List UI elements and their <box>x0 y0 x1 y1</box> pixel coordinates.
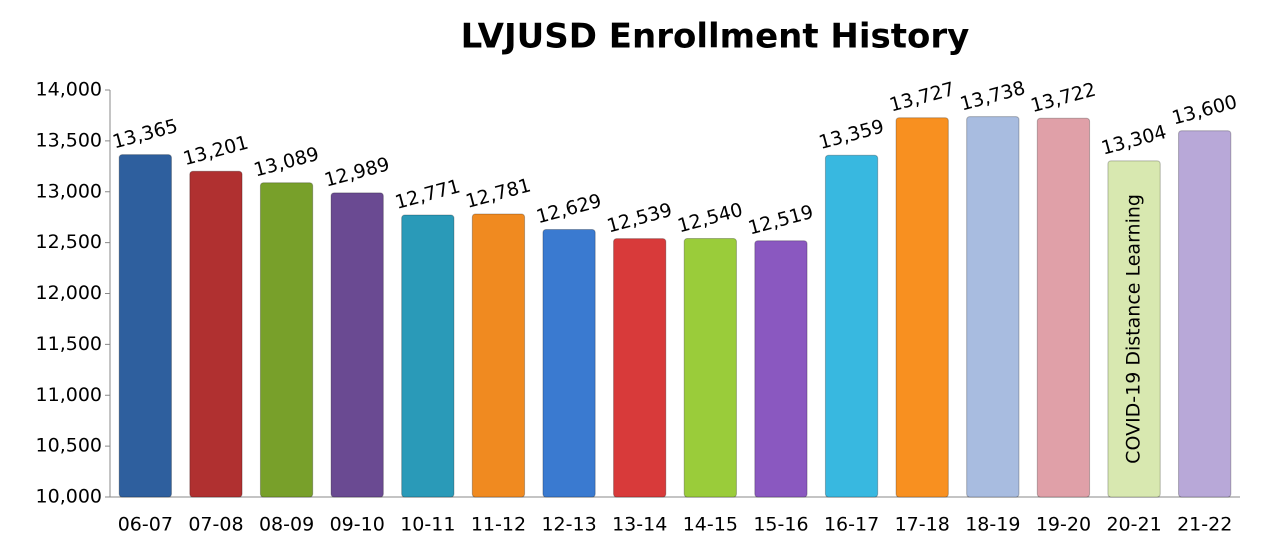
chart-title: LVJUSD Enrollment History <box>461 17 970 57</box>
x-tick-label: 10-11 <box>400 514 455 536</box>
x-tick-label: 06-07 <box>118 514 173 536</box>
x-tick-label: 13-14 <box>612 514 667 536</box>
y-tick-label: 14,000 <box>36 79 102 101</box>
x-tick-label: 15-16 <box>753 514 808 536</box>
bar <box>824 154 879 498</box>
data-label: 13,727 <box>887 78 957 116</box>
bar <box>1107 160 1161 498</box>
data-label: 13,600 <box>1170 91 1240 129</box>
y-tick-label: 10,500 <box>36 435 102 457</box>
bar <box>895 117 949 498</box>
data-label: 12,540 <box>675 199 745 237</box>
x-tick-label: 20-21 <box>1106 514 1161 536</box>
x-tick-label: 21-22 <box>1177 514 1232 536</box>
x-tick-label: 14-15 <box>683 514 738 536</box>
x-tick-label: 18-19 <box>965 514 1020 536</box>
y-tick-label: 13,000 <box>36 180 102 202</box>
y-tick-label: 10,000 <box>36 486 102 508</box>
bar <box>401 214 455 498</box>
data-label: 12,771 <box>393 175 463 213</box>
data-label: 13,722 <box>1028 79 1098 117</box>
x-tick-label: 17-18 <box>895 514 950 536</box>
bar <box>542 228 596 498</box>
x-tick-label: 19-20 <box>1036 514 1091 536</box>
data-label: 13,089 <box>251 143 321 181</box>
bar <box>471 213 526 498</box>
bar <box>118 154 172 498</box>
x-tick-label: 12-13 <box>541 514 596 536</box>
data-label: 13,201 <box>181 132 251 170</box>
x-tick-label: 07-08 <box>188 514 243 536</box>
data-label: 12,629 <box>534 190 604 228</box>
data-label: 13,365 <box>110 115 180 153</box>
y-tick-label: 12,000 <box>36 282 102 304</box>
x-tick-label: 08-09 <box>259 514 314 536</box>
y-tick-label: 12,500 <box>36 231 102 253</box>
bar <box>1178 130 1232 498</box>
bar <box>330 192 384 498</box>
bar <box>613 238 667 498</box>
bar <box>189 170 243 498</box>
bar <box>966 116 1020 498</box>
y-tick-label: 11,000 <box>36 384 102 406</box>
x-tick-label: 09-10 <box>330 514 385 536</box>
y-tick-label: 11,500 <box>36 333 102 355</box>
annotation: COVID-19 Distance Learning <box>1123 194 1145 464</box>
data-label: 12,781 <box>463 174 533 212</box>
bar <box>1036 117 1091 498</box>
x-tick-label: 11-12 <box>471 514 526 536</box>
data-label: 13,738 <box>958 77 1028 115</box>
bar <box>259 182 314 498</box>
x-tick-label: 16-17 <box>824 514 879 536</box>
data-label: 13,304 <box>1099 121 1169 159</box>
bar <box>754 240 808 498</box>
data-label: 12,539 <box>605 199 675 237</box>
data-label: 13,359 <box>816 116 886 154</box>
data-label: 12,989 <box>322 153 392 191</box>
y-tick-label: 13,500 <box>36 129 102 151</box>
data-label: 12,519 <box>746 201 816 239</box>
bar <box>683 238 737 498</box>
